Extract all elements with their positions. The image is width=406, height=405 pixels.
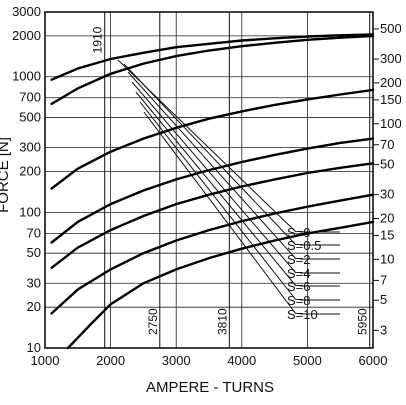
- right-tick-label-9: 15: [380, 228, 394, 243]
- x-tick-label-5: 6000: [359, 353, 388, 368]
- vertical-markers: 1910 2750 3810 5950: [91, 12, 371, 348]
- series-curve-2: [50, 88, 375, 190]
- series-curve-1: [50, 34, 375, 106]
- plot-frame: [44, 11, 374, 349]
- right-tick-label-3: 150: [380, 92, 402, 107]
- series-label-4: S=6: [287, 279, 311, 294]
- x-tick-label-0: 1000: [31, 353, 60, 368]
- series-label-0: S=0: [287, 225, 311, 240]
- right-tick-label-13: 3: [380, 322, 387, 337]
- right-tick-label-5: 70: [380, 137, 394, 152]
- x-tick-label-4: 5000: [293, 353, 322, 368]
- series-curve-4: [50, 162, 375, 269]
- y-tick-label-6: 200: [19, 164, 41, 179]
- series-labels: S=0S=0.5S=2S=4S=6S=8S=10: [287, 225, 340, 322]
- diagonal-line-4: [135, 91, 297, 287]
- x-tick-label-1: 2000: [96, 353, 125, 368]
- force-curves: [50, 33, 375, 350]
- right-tick-label-4: 100: [380, 116, 402, 131]
- y-tick-label-4: 500: [19, 110, 41, 125]
- y-tick-label-1: 2000: [12, 28, 41, 43]
- y-axis-label: FORCE [N]: [0, 137, 12, 213]
- diagonal-line-3: [131, 81, 297, 274]
- marker-label-5950: 5950: [356, 308, 370, 335]
- y-tick-label-9: 50: [27, 245, 41, 260]
- series-label-2: S=2: [287, 252, 311, 267]
- y-tick-label-12: 10: [27, 340, 41, 355]
- right-tick-labels: 500 300 200 150 100 70 50 30 20 15 10 7 5 3: [373, 21, 402, 337]
- right-tick-label-10: 10: [380, 251, 394, 266]
- right-tick-label-6: 50: [380, 157, 394, 172]
- y-tick-label-8: 70: [27, 225, 41, 240]
- right-tick-label-0: 500: [380, 21, 402, 36]
- marker-label-1910: 1910: [91, 26, 105, 53]
- right-tick-label-1: 300: [380, 51, 402, 66]
- plot-border: [44, 11, 374, 349]
- y-tick-label-2: 1000: [12, 69, 41, 84]
- series-curve-3: [50, 137, 375, 244]
- series-curve-5: [50, 193, 375, 315]
- x-tick-label-2: 3000: [162, 353, 191, 368]
- series-label-3: S=4: [287, 266, 311, 281]
- right-tick-label-7: 30: [380, 187, 394, 202]
- y-tick-label-5: 300: [19, 140, 41, 155]
- y-tick-label-0: 3000: [12, 4, 41, 19]
- y-tick-label-7: 100: [19, 204, 41, 219]
- y-tick-labels: 3000 2000 1000 700 500 300 200 100 70 50 30 20 10: [12, 4, 41, 355]
- marker-label-2750: 2750: [146, 308, 160, 335]
- series-label-1: S=0.5: [287, 238, 321, 253]
- right-tick-label-2: 200: [380, 75, 402, 90]
- marker-label-3810: 3810: [215, 308, 229, 335]
- x-tick-label-3: 4000: [227, 353, 256, 368]
- series-label-5: S=8: [287, 293, 311, 308]
- diagonal-line-6: [143, 111, 297, 315]
- series-curve-0: [50, 33, 375, 81]
- diagonal-line-1: [123, 63, 297, 246]
- x-axis-label: AMPERE - TURNS: [146, 379, 274, 396]
- diagonal-line-5: [139, 101, 297, 301]
- y-tick-label-11: 20: [27, 299, 41, 314]
- y-tick-label-3: 700: [19, 90, 41, 105]
- diagonal-line-2: [127, 71, 297, 260]
- x-tick-labels: 1000 2000 3000 4000 5000 6000: [31, 353, 388, 368]
- right-tick-label-11: 7: [380, 272, 387, 287]
- right-tick-label-8: 20: [380, 211, 394, 226]
- series-label-6: S=10: [287, 307, 318, 322]
- right-tick-label-12: 5: [380, 292, 387, 307]
- y-tick-label-10: 30: [27, 275, 41, 290]
